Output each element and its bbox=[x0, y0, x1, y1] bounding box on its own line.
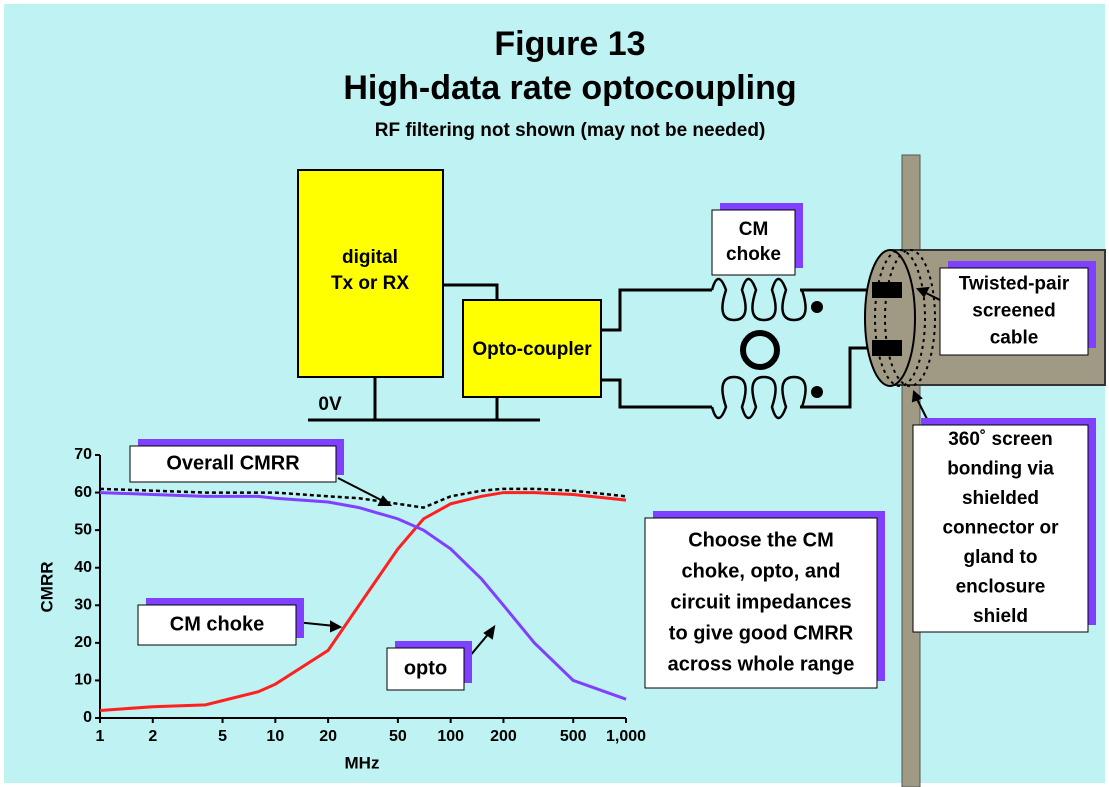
callout-text: shielded bbox=[962, 488, 1039, 509]
callout-text: cable bbox=[990, 328, 1039, 349]
callout-text: CM choke bbox=[170, 613, 264, 635]
callout-text: Overall CMRR bbox=[166, 452, 300, 474]
callout-text: connector or bbox=[942, 518, 1059, 539]
digital-block bbox=[297, 169, 444, 378]
callout-box bbox=[912, 424, 1089, 633]
title: Figure 13 bbox=[494, 25, 645, 63]
x-tick-label: 10 bbox=[266, 728, 284, 745]
callout-text: enclosure bbox=[956, 577, 1046, 598]
dot bbox=[811, 386, 823, 398]
callout-box bbox=[129, 445, 337, 483]
series-line bbox=[99, 487, 627, 509]
opto-label: Opto-coupler bbox=[472, 339, 592, 360]
y-tick-label: 40 bbox=[74, 559, 92, 576]
callouts: CM choke Twisted-pair screened cable 360˚ scr… bbox=[129, 203, 1096, 691]
conductor bbox=[872, 282, 902, 298]
screen bbox=[884, 249, 936, 387]
y-tick-label: 70 bbox=[74, 446, 92, 463]
y-tick-label: 20 bbox=[74, 634, 92, 651]
callout-text: Twisted-pair bbox=[959, 274, 1070, 295]
callout-text: screened bbox=[972, 301, 1055, 322]
x-tick-label: 200 bbox=[490, 728, 517, 745]
callout-text: CM bbox=[739, 219, 769, 240]
series-line bbox=[99, 491, 627, 712]
x-tick-label: 50 bbox=[389, 728, 407, 745]
chart: 0 10 20 30 40 50 60 70 1 2 5 10 20 50 100 200 500 1,000 MH… bbox=[37, 446, 646, 772]
callout-text: 360˚ screen bbox=[948, 429, 1053, 450]
screen bbox=[874, 249, 926, 387]
choke-coils bbox=[710, 277, 807, 420]
y-axis-label: CMRR bbox=[37, 562, 56, 613]
callout-text: shield bbox=[973, 606, 1028, 627]
callout-box bbox=[137, 604, 297, 646]
digital-label: Tx or RX bbox=[331, 273, 409, 294]
cable-end bbox=[864, 249, 916, 387]
y-tick-label: 60 bbox=[74, 484, 92, 501]
series-line bbox=[99, 491, 627, 701]
conductor bbox=[872, 340, 902, 356]
callout-text: gland to bbox=[964, 547, 1038, 568]
subtitle: High-data rate optocoupling bbox=[343, 69, 796, 107]
x-tick-label: 5 bbox=[218, 728, 227, 745]
callout-text: choke, opto, and bbox=[682, 560, 841, 582]
x-tick-label: 2 bbox=[148, 728, 157, 745]
x-tick-label: 100 bbox=[437, 728, 464, 745]
callout-box bbox=[939, 267, 1089, 356]
ground-label: 0V bbox=[318, 394, 342, 415]
opto-block bbox=[462, 299, 602, 398]
dot bbox=[811, 301, 823, 313]
x-tick-label: 1 bbox=[96, 728, 105, 745]
callout-text: to give good CMRR bbox=[669, 622, 854, 644]
y-tick-label: 50 bbox=[74, 521, 92, 538]
callout-text: bonding via bbox=[947, 459, 1054, 480]
callout-text: choke bbox=[726, 244, 781, 265]
y-tick-label: 30 bbox=[74, 597, 92, 614]
callout-text: opto bbox=[404, 657, 447, 679]
y-tick-label: 10 bbox=[74, 672, 92, 689]
note: RF filtering not shown (may not be neede… bbox=[375, 120, 766, 141]
x-tick-label: 500 bbox=[560, 728, 587, 745]
x-tick-label: 20 bbox=[319, 728, 337, 745]
callout-text: across whole range bbox=[668, 653, 855, 675]
callout-text: circuit impedances bbox=[670, 591, 851, 613]
x-axis-label: MHz bbox=[345, 753, 380, 772]
callout-box bbox=[644, 517, 878, 689]
y-tick-label: 0 bbox=[83, 709, 92, 726]
callout-box bbox=[386, 647, 465, 691]
callout-box bbox=[711, 209, 796, 276]
callout-text: Choose the CM bbox=[688, 529, 834, 551]
digital-label: digital bbox=[342, 247, 398, 268]
x-tick-label: 1,000 bbox=[606, 728, 646, 745]
wiring bbox=[308, 283, 875, 422]
